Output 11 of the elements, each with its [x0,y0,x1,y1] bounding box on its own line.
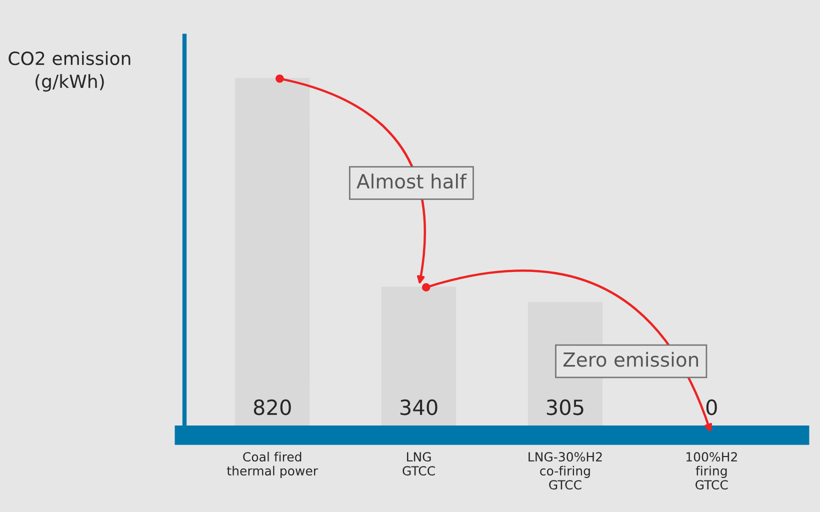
data-label: 0 [706,399,717,416]
x-tick-label: LNG-30%H2 co-firing GTCC [528,452,602,490]
x-tick-label: 100%H2 firing GTCC [686,452,737,490]
annotation: Zero emission [563,352,698,367]
x-tick-label: Coal fired thermal power [227,452,318,478]
x-tick-label: LNG GTCC [402,452,435,476]
y-axis-title: CO2 emission (g/kWh) [8,51,130,92]
data-label: 820 [254,399,291,416]
data-label: 305 [546,399,584,416]
data-label: 340 [400,399,438,416]
annotation: Almost half [356,174,467,189]
